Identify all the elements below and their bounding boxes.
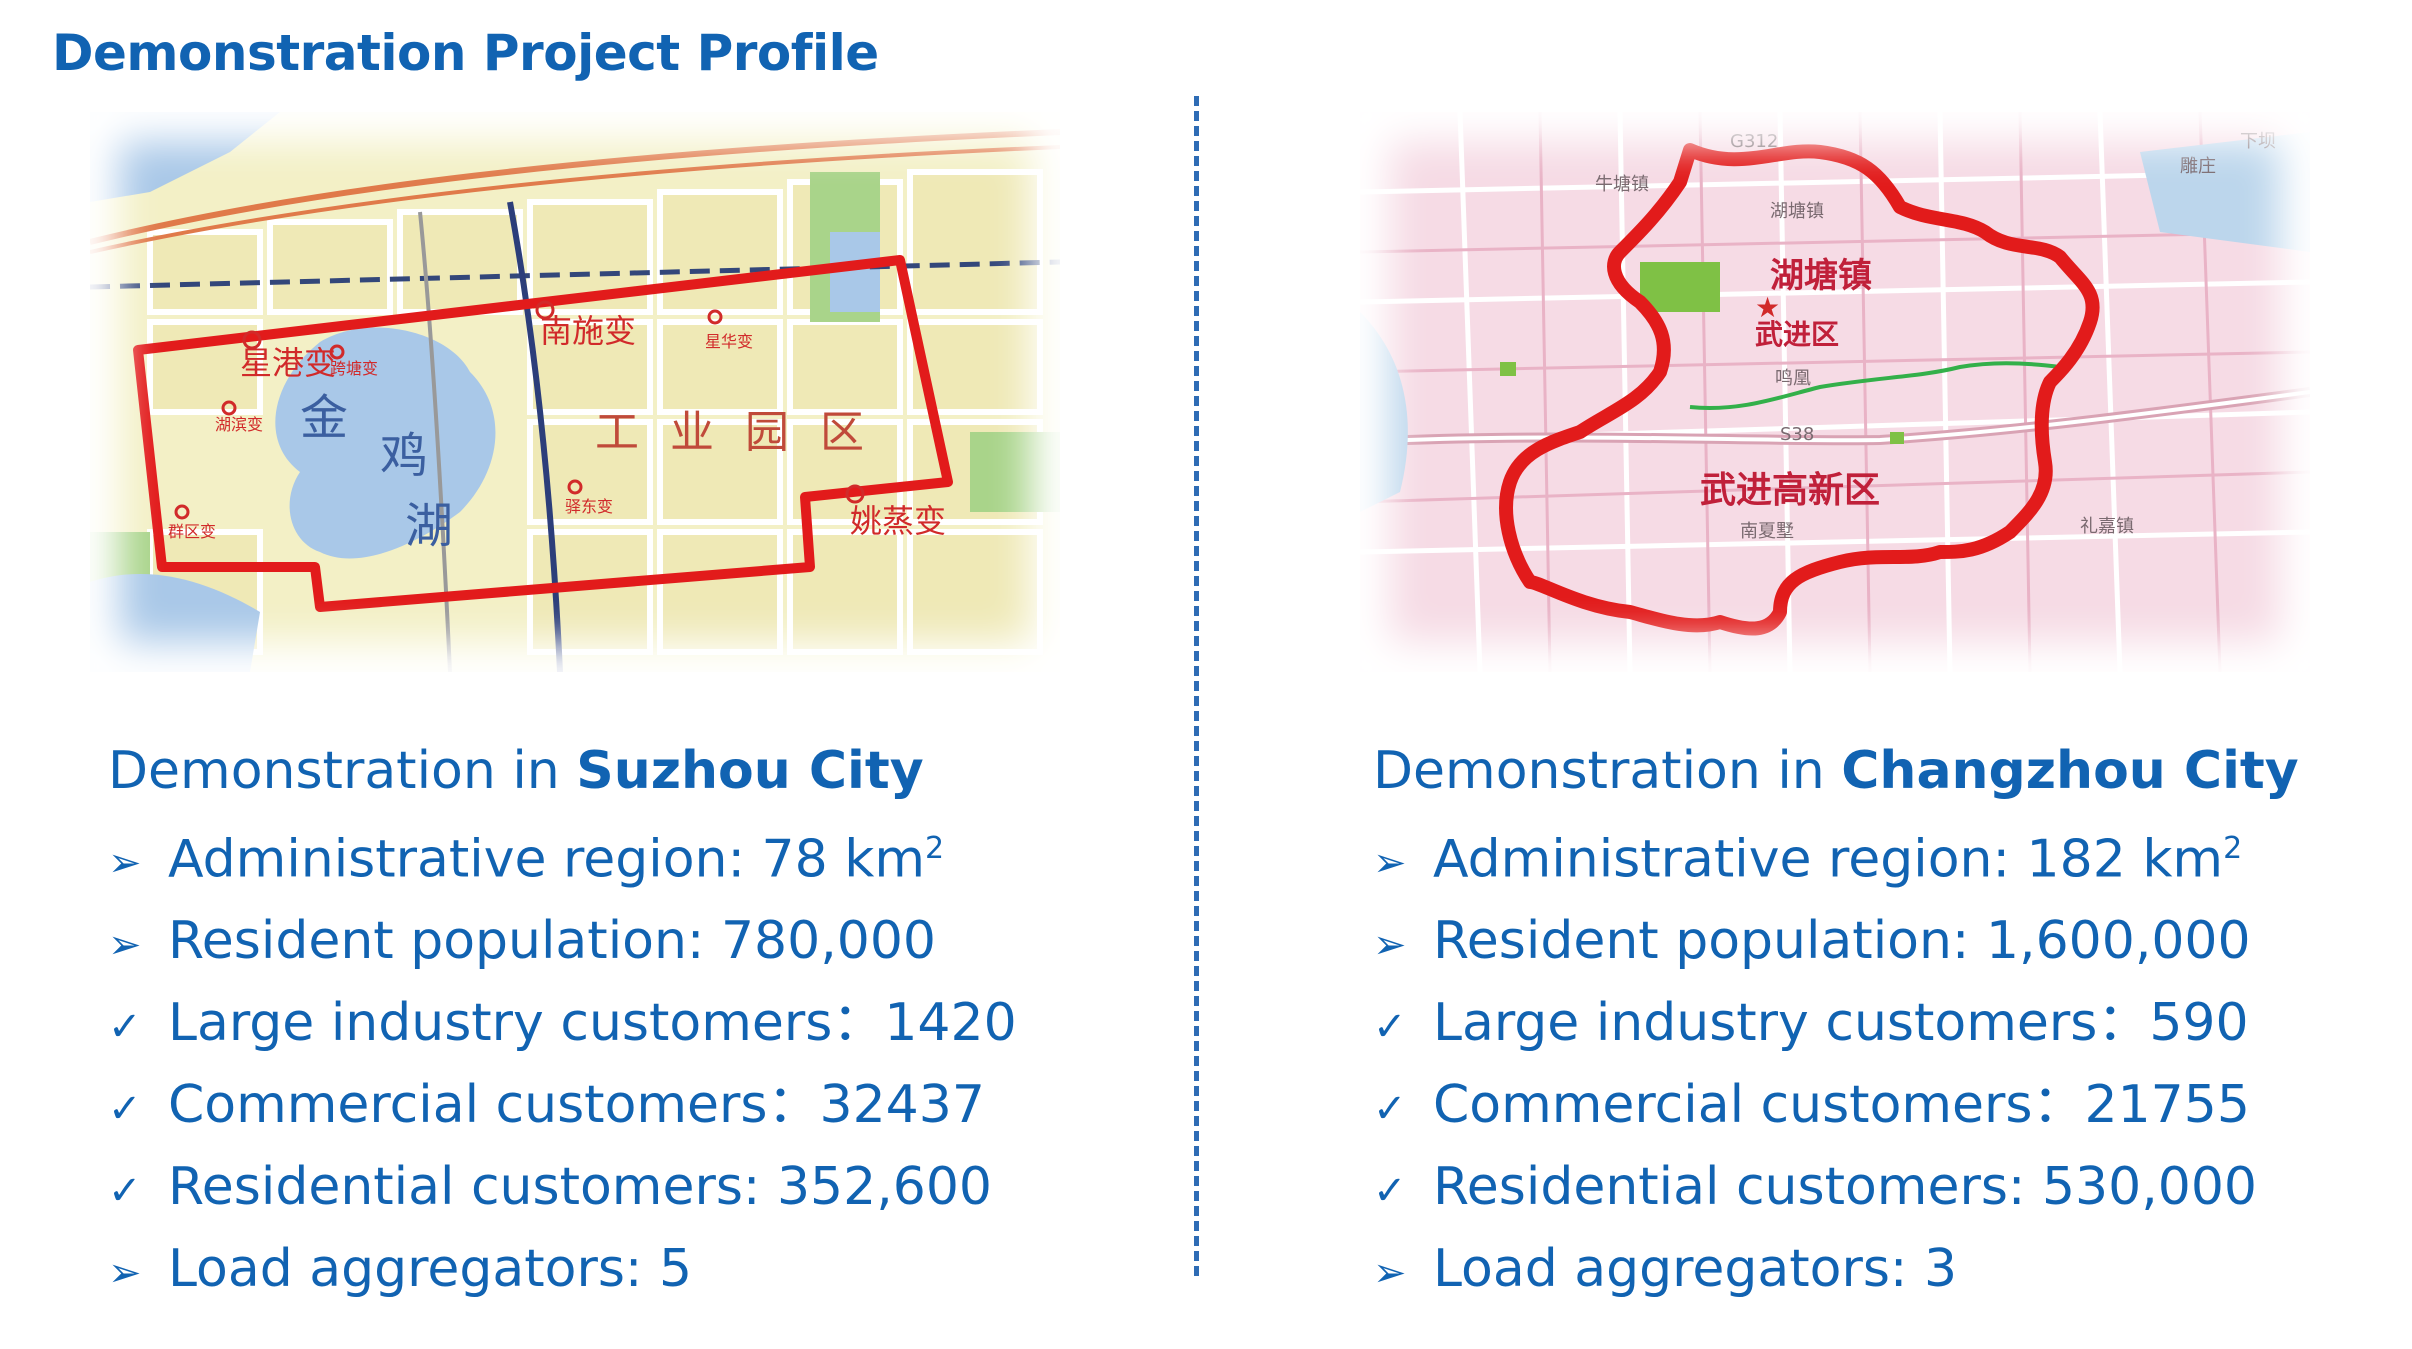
map-label: 武进区 [1755,318,1839,351]
changzhou-info: Demonstration in Changzhou City ➢ Adminis… [1373,732,2299,1312]
map-label: S38 [1780,424,1814,445]
suzhou-info: Demonstration in Suzhou City ➢ Administra… [108,732,1017,1312]
map-label: 湖塘镇 [1770,256,1872,296]
list-item: ✓ Large industry customers：1420 [108,984,1017,1066]
list-item: ✓ Residential customers: 530,000 [1373,1148,2299,1230]
map-label: 武进高新区 [1700,470,1880,511]
map-label: 跨塘变 [330,359,378,378]
fact-label: Commercial customers：32437 [168,1075,985,1136]
list-item: ➢ Administrative region: 182 km2 [1373,810,2299,902]
fact-label: Administrative region: 78 km [168,829,925,890]
map-label: 业 [670,407,714,458]
arrow-bullet-icon: ➢ [1373,922,1407,969]
fact-label: Residential customers: 530,000 [1433,1157,2258,1218]
map-label: 南施变 [540,312,636,350]
city-name: Suzhou City [576,741,924,801]
center-divider [1194,96,1199,1276]
map-label: 鸣凰 [1775,368,1811,389]
list-item: ➢ Resident population: 780,000 [108,902,1017,984]
list-item: ➢ Load aggregators: 5 [108,1230,1017,1312]
fact-text: Administrative region: 182 km2 [1433,810,2242,898]
map-label: 驿东变 [565,497,613,516]
changzhou-facts-list: ➢ Administrative region: 182 km2 ➢ Residen… [1373,810,2299,1312]
suzhou-heading: Demonstration in Suzhou City [108,732,1017,810]
map-label: G312 [1730,131,1778,152]
list-item: ✓ Commercial customers：32437 [108,1066,1017,1148]
fact-label: Residential customers: 352,600 [168,1157,993,1218]
map-label: 下坝 [2240,131,2276,152]
list-item: ➢ Load aggregators: 3 [1373,1230,2299,1312]
map-label: 湖塘镇 [1770,201,1824,222]
check-bullet-icon: ✓ [108,1086,142,1133]
list-item: ✓ Residential customers: 352,600 [108,1148,1017,1230]
suzhou-map-image: 南施变 星港变 姚蒸变 湖滨变 群区变 星华变 驿东变 跨塘变 金 鸡 湖 工 … [90,112,1060,672]
arrow-bullet-icon: ➢ [1373,1250,1407,1297]
list-item: ✓ Commercial customers：21755 [1373,1066,2299,1148]
map-label: 雕庄 [2180,156,2216,177]
map-label: 牛塘镇 [1595,174,1649,195]
check-bullet-icon: ✓ [108,1004,142,1051]
changzhou-map-image: ★ 湖塘镇 武进区 武进高新区 牛塘镇 礼嘉镇 S38 G312 湖塘镇 鸣凰 … [1360,112,2310,672]
fact-label: Large industry customers：1420 [168,993,1017,1054]
map-label: 南夏墅 [1740,521,1794,542]
map-label: 星华变 [705,332,753,351]
fact-label: Commercial customers：21755 [1433,1075,2250,1136]
map-label: 金 [300,390,348,446]
arrow-bullet-icon: ➢ [1373,840,1407,887]
map-label: 礼嘉镇 [2080,516,2134,537]
list-item: ✓ Large industry customers：590 [1373,984,2299,1066]
map-label: 姚蒸变 [850,502,946,540]
map-label: 鸡 [380,428,428,484]
list-item: ➢ Administrative region: 78 km2 [108,810,1017,902]
map-label: 群区变 [168,522,216,541]
map-label: 区 [820,407,864,458]
changzhou-map: ★ 湖塘镇 武进区 武进高新区 牛塘镇 礼嘉镇 S38 G312 湖塘镇 鸣凰 … [1360,112,2310,672]
suzhou-map: 南施变 星港变 姚蒸变 湖滨变 群区变 星华变 驿东变 跨塘变 金 鸡 湖 工 … [90,112,1060,672]
city-name: Changzhou City [1841,741,2299,801]
map-label: 园 [745,407,789,458]
fact-label: Load aggregators: 5 [168,1239,693,1300]
fact-label: Resident population: 780,000 [168,911,936,972]
list-item: ➢ Resident population: 1,600,000 [1373,902,2299,984]
fact-label: Large industry customers：590 [1433,993,2249,1054]
changzhou-heading: Demonstration in Changzhou City [1373,732,2299,810]
arrow-bullet-icon: ➢ [108,922,142,969]
page-title: Demonstration Project Profile [52,24,879,82]
suzhou-facts-list: ➢ Administrative region: 78 km2 ➢ Resident… [108,810,1017,1312]
star-icon: ★ [1755,291,1780,324]
heading-prefix: Demonstration in [108,741,577,801]
fact-text: Administrative region: 78 km2 [168,810,944,898]
map-label: 星港变 [240,344,336,382]
map-label: 湖滨变 [215,415,263,434]
fact-label: Resident population: 1,600,000 [1433,911,2251,972]
check-bullet-icon: ✓ [108,1168,142,1215]
map-label: 湖 [405,498,453,554]
check-bullet-icon: ✓ [1373,1004,1407,1051]
arrow-bullet-icon: ➢ [108,840,142,887]
heading-prefix: Demonstration in [1373,741,1842,801]
check-bullet-icon: ✓ [1373,1086,1407,1133]
arrow-bullet-icon: ➢ [108,1250,142,1297]
fact-label: Load aggregators: 3 [1433,1239,1958,1300]
fact-label: Administrative region: 182 km [1433,829,2224,890]
map-label: 工 [595,407,639,458]
fact-superscript: 2 [2223,831,2243,866]
fact-superscript: 2 [925,831,945,866]
check-bullet-icon: ✓ [1373,1168,1407,1215]
